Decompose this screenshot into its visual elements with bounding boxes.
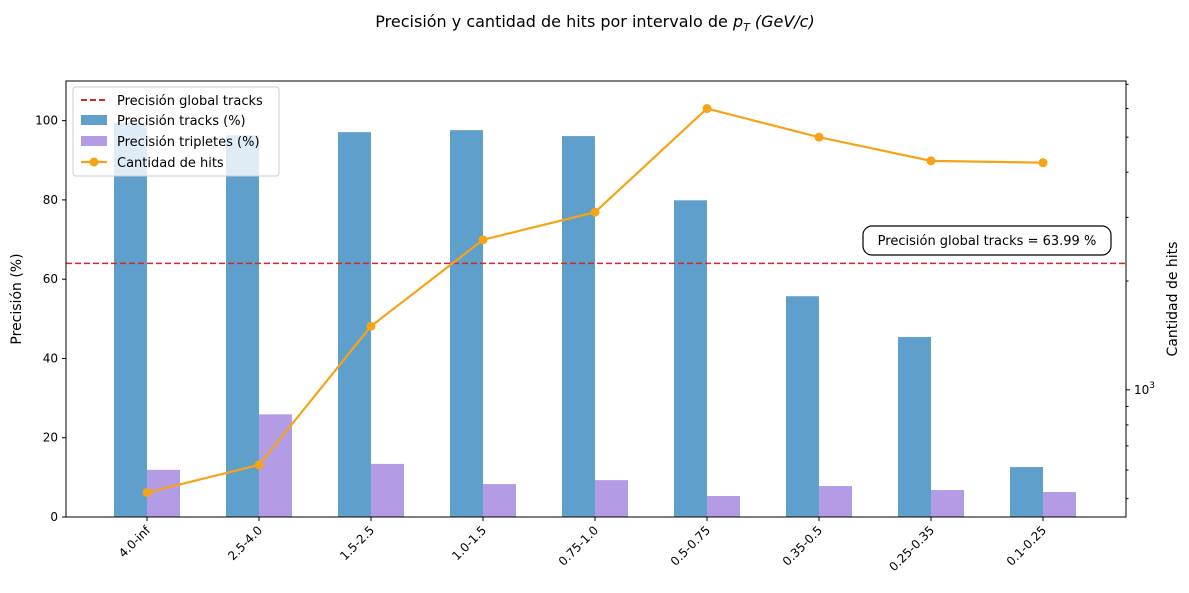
bar-tracks-0.5-0.75 <box>674 200 707 517</box>
hits-point-0.1-0.25 <box>1038 158 1048 168</box>
plot-frame <box>65 80 1127 518</box>
chart-title-symbol: p <box>732 12 743 31</box>
y-axis-left-label: Precisión (%) <box>9 253 25 344</box>
bar-tracks-0.75-1.0 <box>562 136 595 517</box>
bar-tripletes-0.35-0.5 <box>819 486 852 517</box>
bar-tracks-2.5-4.0 <box>226 135 259 517</box>
bar-tracks-0.35-0.5 <box>786 296 819 517</box>
bar-tripletes-4.0-inf <box>147 469 180 517</box>
legend-swatch-hits-marker <box>89 157 99 167</box>
chart-title-units: (GeV/c) <box>755 12 815 31</box>
x-tick-label: 0.5-0.75 <box>668 523 713 568</box>
x-tick-label: 0.75-1.0 <box>556 523 601 568</box>
y-axis-right-label: Cantidad de hits <box>1165 242 1181 357</box>
chart-title-prefix: Precisión y cantidad de hits por interva… <box>375 12 733 31</box>
legend-swatch-tripletes <box>81 136 107 146</box>
x-tick-label: 1.5-2.5 <box>337 523 377 563</box>
x-tick-label: 0.35-0.5 <box>780 523 825 568</box>
hits-point-4.0-inf <box>142 488 152 498</box>
global-precision-annotation-text: Precisión global tracks = 63.99 % <box>878 234 1097 249</box>
bar-tracks-0.1-0.25 <box>1010 467 1043 517</box>
legend-label-tracks: Precisión tracks (%) <box>117 114 246 129</box>
bar-tripletes-1.5-2.5 <box>371 463 404 517</box>
bar-tripletes-0.75-1.0 <box>595 480 628 517</box>
bar-tracks-1.0-1.5 <box>450 130 483 517</box>
hits-point-0.5-0.75 <box>702 104 712 114</box>
x-tick-label: 2.5-4.0 <box>225 523 265 563</box>
y-left-tick-label: 100 <box>35 114 58 128</box>
bar-tripletes-0.1-0.25 <box>1043 492 1076 517</box>
bar-tripletes-1.0-1.5 <box>483 484 516 517</box>
y-right-tick-base: 10 <box>1134 383 1149 397</box>
bar-tracks-0.25-0.35 <box>898 337 931 517</box>
y-left-tick-label: 0 <box>50 510 58 524</box>
hits-point-2.5-4.0 <box>254 460 264 470</box>
y-left-tick-label: 20 <box>43 431 58 445</box>
x-tick-label: 0.25-0.35 <box>886 523 937 574</box>
legend-swatch-tracks <box>81 115 107 125</box>
bar-tracks-1.5-2.5 <box>338 132 371 517</box>
x-tick-label: 4.0-inf <box>116 523 154 561</box>
hits-point-1.0-1.5 <box>478 235 488 245</box>
x-tick-label: 1.0-1.5 <box>449 523 489 563</box>
bar-tripletes-0.5-0.75 <box>707 495 740 517</box>
y-left-tick-label: 40 <box>43 351 58 365</box>
x-tick-label: 0.1-0.25 <box>1004 523 1049 568</box>
hits-point-0.75-1.0 <box>590 207 600 217</box>
hits-point-0.25-0.35 <box>926 156 936 166</box>
y-left-tick-label: 80 <box>43 193 58 207</box>
hits-point-0.35-0.5 <box>814 132 824 142</box>
legend: Precisión global tracks Precisión tracks… <box>72 86 280 177</box>
chart-title: Precisión y cantidad de hits por interva… <box>375 12 814 34</box>
y-right-major-tick-label: 103 <box>1134 381 1155 397</box>
bar-tracks-4.0-inf <box>114 122 147 518</box>
hits-point-1.5-2.5 <box>366 321 376 331</box>
global-precision-annotation: Precisión global tracks = 63.99 % <box>862 225 1112 256</box>
chart-title-subscript: T <box>743 21 751 34</box>
legend-frame <box>72 86 280 177</box>
y-left-tick-label: 60 <box>43 272 58 286</box>
legend-label-hits: Cantidad de hits <box>117 156 224 171</box>
bar-tripletes-0.25-0.35 <box>931 490 964 517</box>
plot-area <box>66 104 1126 518</box>
legend-label-reference: Precisión global tracks <box>117 94 263 109</box>
legend-label-tripletes: Precisión tripletes (%) <box>117 135 260 150</box>
y-right-tick-exponent: 3 <box>1149 381 1155 391</box>
